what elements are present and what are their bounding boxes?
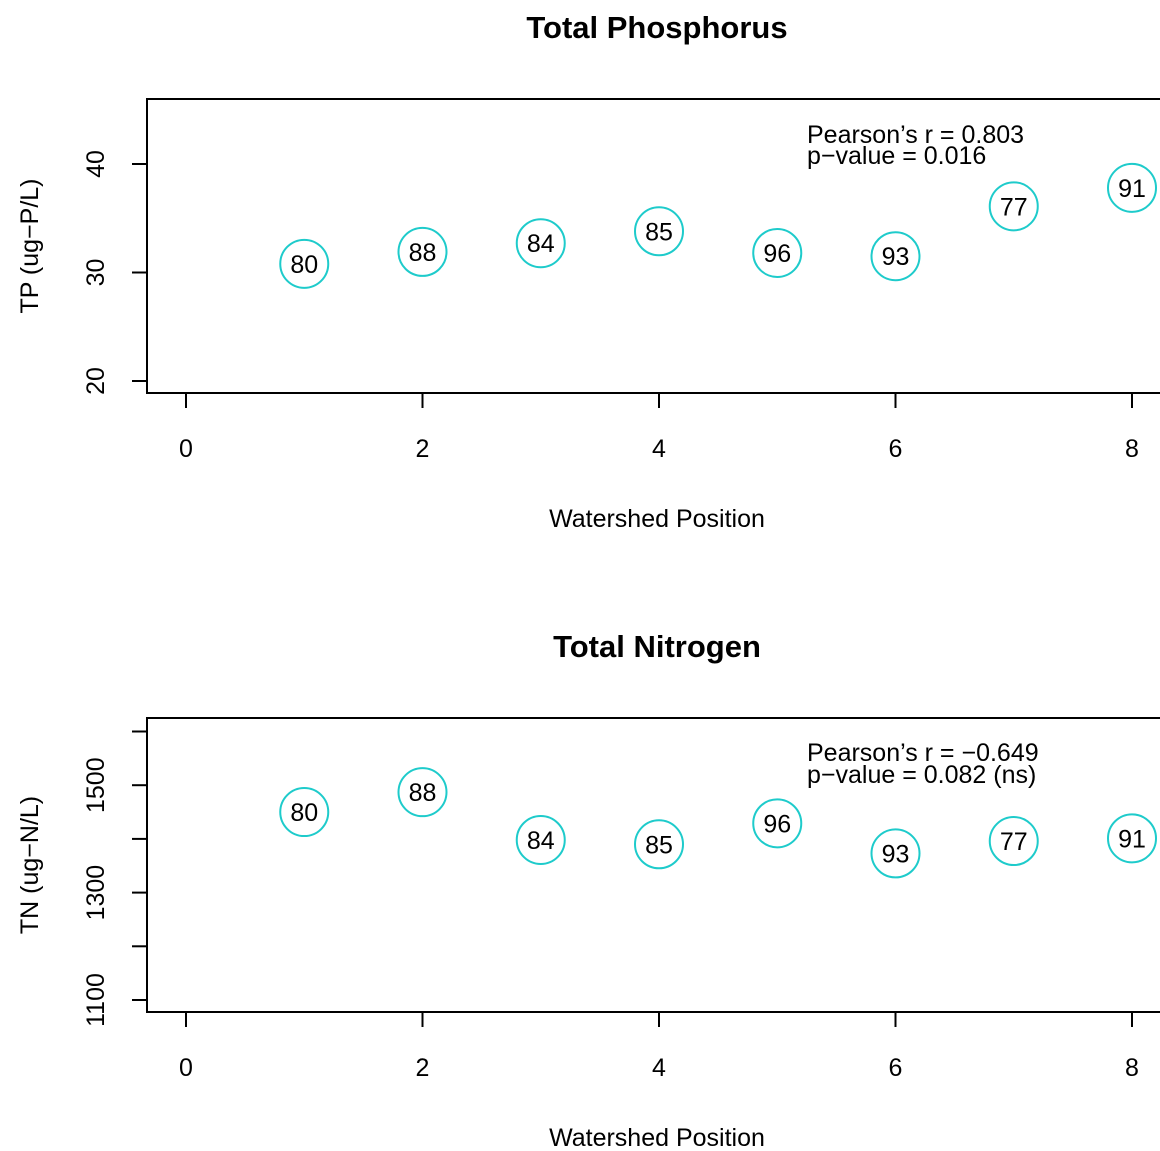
data-point: [279, 787, 330, 838]
y-axis-ticks: 20 30 40: [82, 150, 147, 395]
data-point: [515, 218, 566, 269]
data-point-label: 77: [1000, 193, 1028, 221]
data-point: [752, 798, 803, 849]
plot-frame: [146, 98, 1160, 394]
chart-title: Total Nitrogen: [553, 629, 761, 664]
data-point-label: 91: [1118, 825, 1146, 853]
chart-title: Total Phosphorus: [526, 10, 787, 45]
data-point: [397, 226, 448, 277]
data-point-label: 91: [1118, 175, 1146, 203]
data-points: 80 88 84 85 96 93 77 91: [279, 162, 1157, 289]
data-point-label: 93: [882, 840, 910, 868]
pearson-annotation: Pearson’s r = 0.803: [807, 121, 1024, 149]
y-tick-label: 1100: [82, 973, 110, 1027]
data-point: [752, 227, 803, 278]
data-point-label: 93: [882, 243, 910, 271]
pvalue-annotation: p−value = 0.016: [807, 142, 986, 170]
pvalue-annotation: p−value = 0.082 (ns): [807, 761, 1036, 789]
y-tick-label: 40: [82, 150, 110, 178]
x-tick-label: 0: [179, 435, 193, 463]
x-tick-label: 8: [1125, 1054, 1139, 1082]
y-tick-label: 1500: [82, 757, 110, 813]
data-point: [870, 231, 921, 282]
y-axis-ticks: 1100 1300 1500: [82, 730, 147, 1027]
panel-nitrogen: Total Nitrogen Watershed Position TN (ug…: [16, 629, 1160, 1151]
data-point: [988, 816, 1039, 867]
x-tick-label: 6: [889, 435, 903, 463]
x-axis-label: Watershed Position: [549, 1124, 765, 1151]
data-point: [1107, 813, 1157, 864]
y-tick-label: 1300: [82, 865, 110, 921]
data-point: [634, 819, 684, 870]
data-point-label: 88: [409, 239, 437, 267]
data-point-label: 84: [527, 827, 555, 855]
plot-frame: [146, 717, 1160, 1013]
data-point: [634, 206, 684, 257]
y-tick-label: 30: [82, 259, 110, 287]
y-tick-label: 20: [82, 367, 110, 395]
data-point-label: 85: [645, 831, 673, 859]
pearson-annotation: Pearson’s r = −0.649: [807, 739, 1039, 767]
y-axis-label: TN (ug−N/L): [16, 796, 44, 934]
x-tick-label: 2: [416, 1054, 430, 1082]
x-tick-label: 4: [652, 435, 666, 463]
data-point: [397, 767, 448, 818]
data-point-label: 80: [290, 799, 318, 827]
x-tick-label: 4: [652, 1054, 666, 1082]
data-point-label: 84: [527, 230, 555, 258]
x-tick-label: 8: [1125, 435, 1139, 463]
x-tick-label: 0: [179, 1054, 193, 1082]
x-axis-ticks: 0 2 4 6 8: [179, 393, 1139, 463]
data-point: [870, 828, 921, 879]
data-point-label: 77: [1000, 828, 1028, 856]
x-tick-label: 6: [889, 1054, 903, 1082]
x-axis-ticks: 0 2 4 6 8: [179, 1012, 1139, 1082]
x-axis-label: Watershed Position: [549, 505, 765, 533]
data-point-label: 88: [409, 779, 437, 807]
data-point-label: 96: [763, 240, 791, 268]
data-point-label: 96: [763, 810, 791, 838]
data-point-label: 80: [290, 251, 318, 279]
x-tick-label: 2: [416, 435, 430, 463]
data-point: [279, 238, 330, 289]
data-point-label: 85: [645, 218, 673, 246]
data-point: [515, 814, 566, 865]
data-point: [988, 181, 1039, 232]
data-points: 80 88 84 85 96 93 77 91: [279, 767, 1157, 879]
panel-phosphorus: Total Phosphorus Watershed Position TP (…: [16, 10, 1160, 533]
data-point: [1107, 162, 1157, 213]
y-axis-label: TP (ug−P/L): [16, 178, 44, 313]
